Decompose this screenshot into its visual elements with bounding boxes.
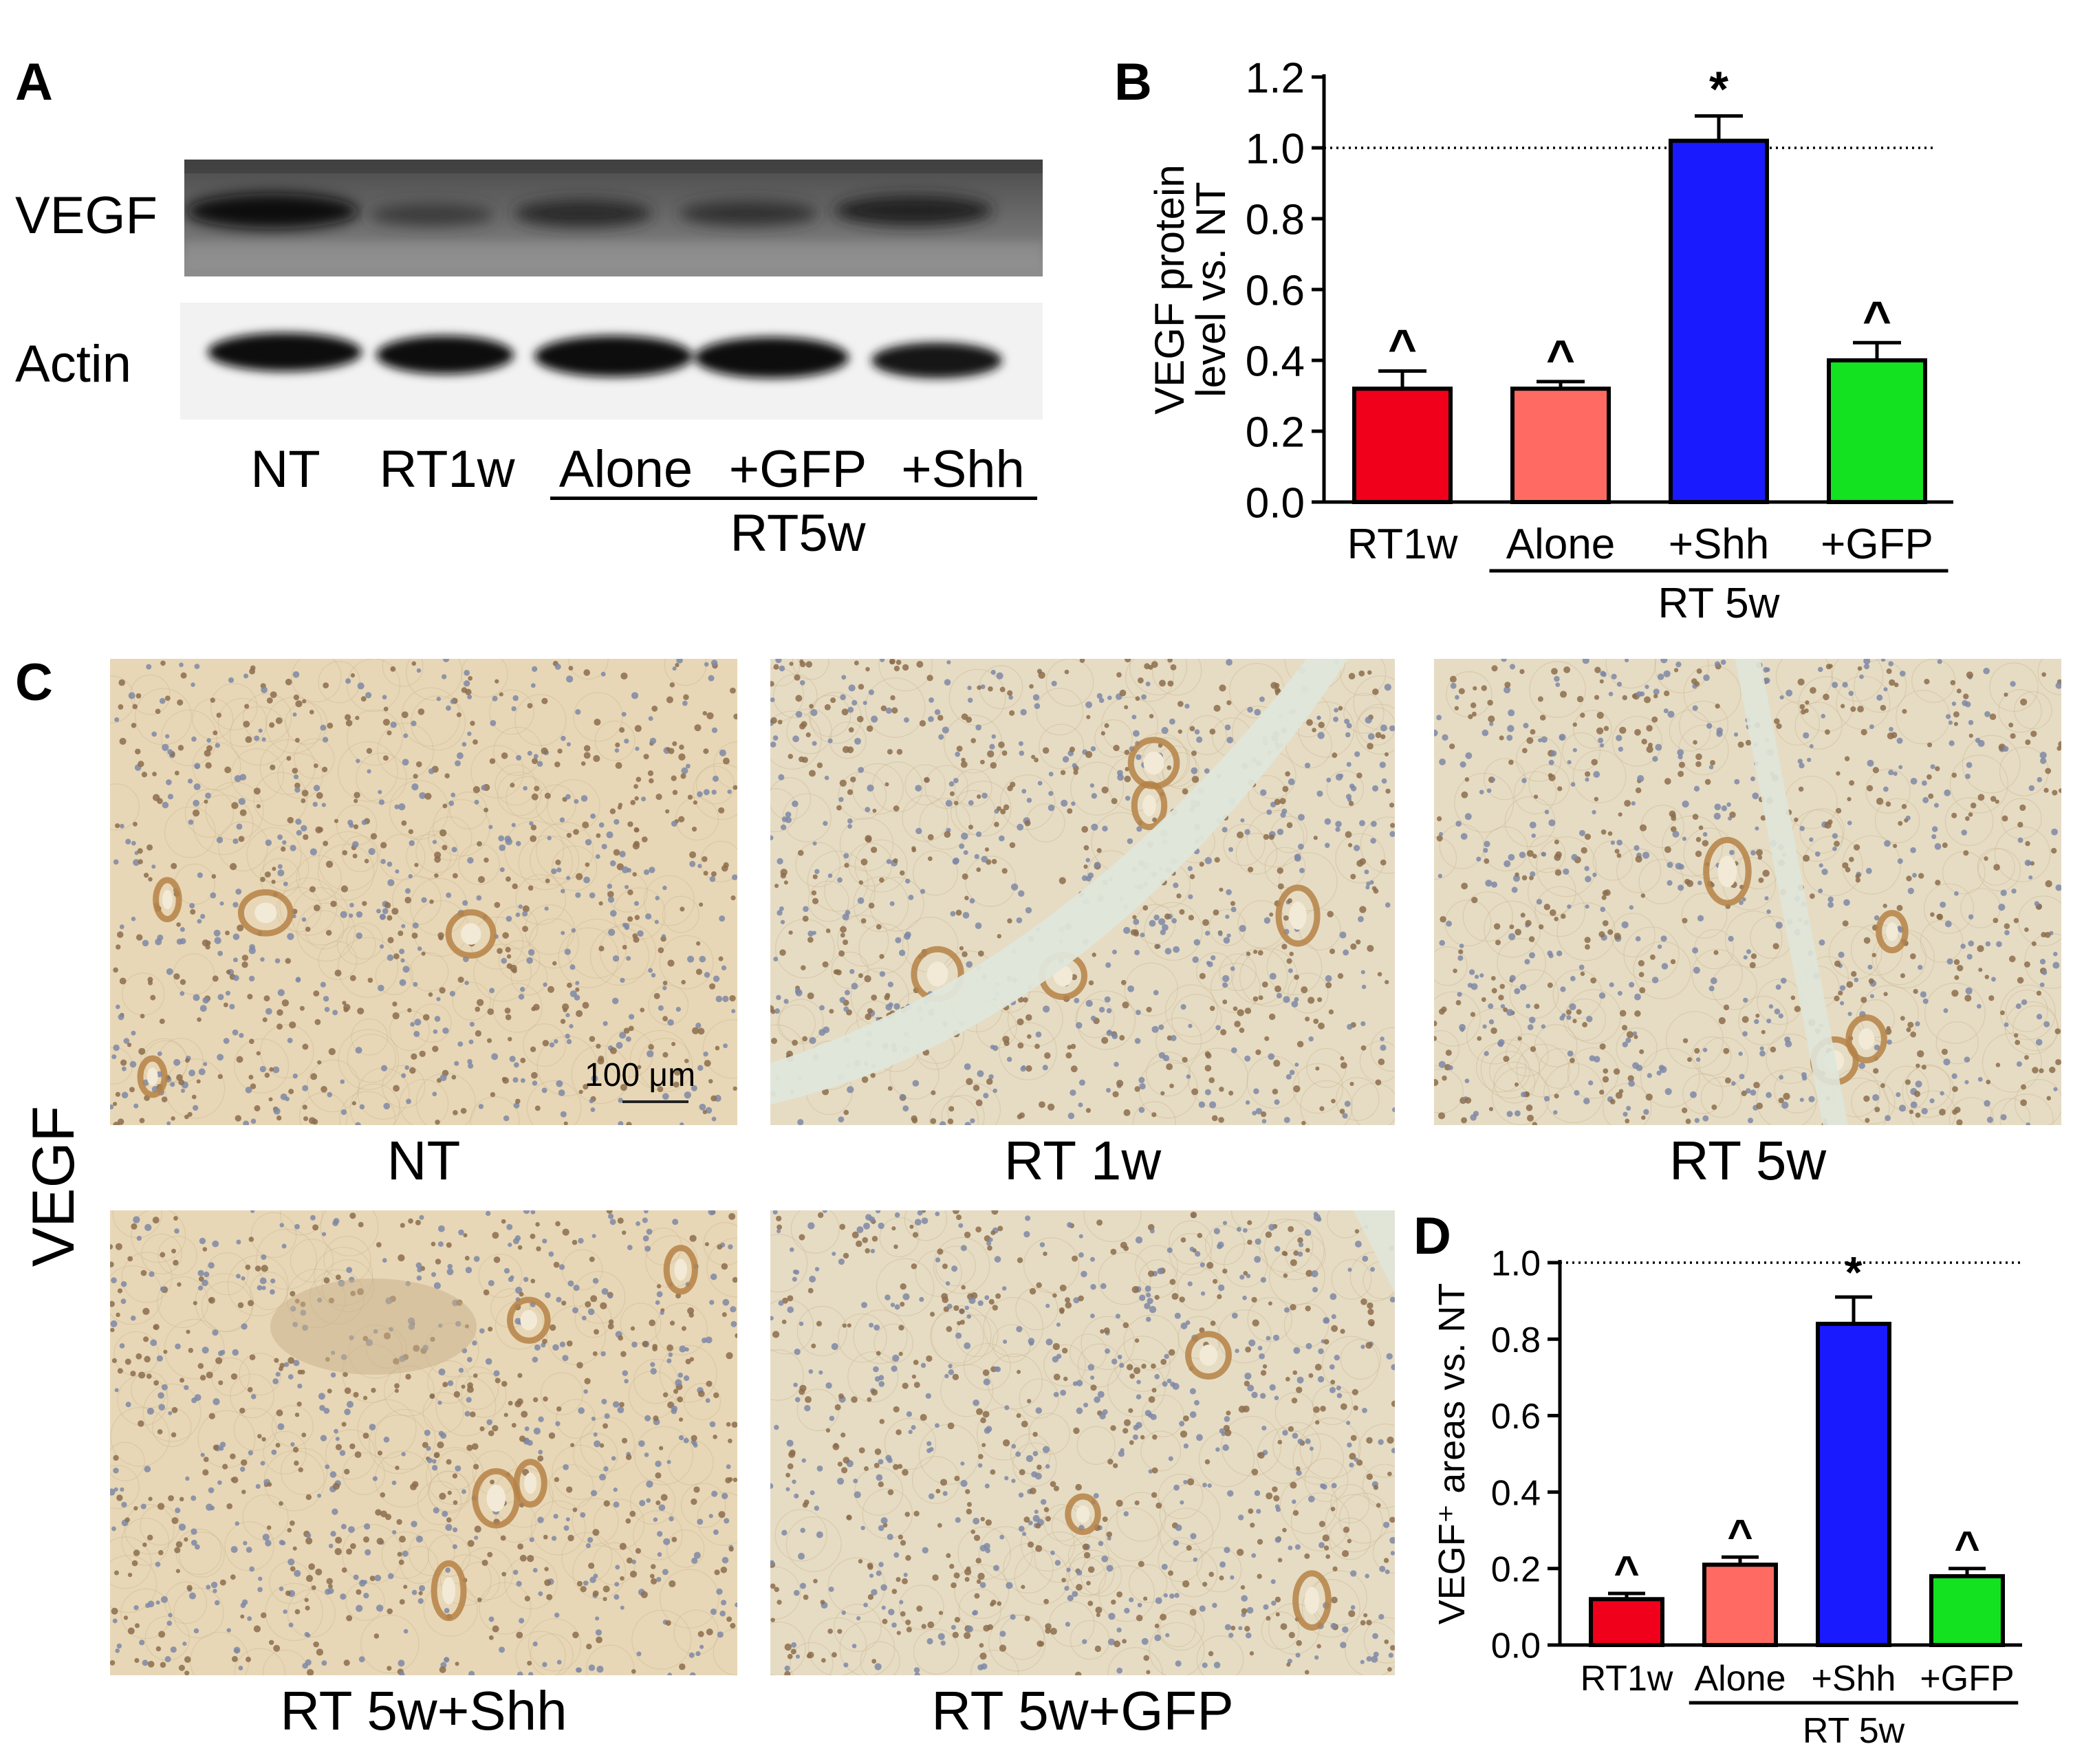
- svg-text:level vs. NT: level vs. NT: [1188, 182, 1234, 397]
- micrograph-rt5w-shh: [110, 1210, 737, 1675]
- vegf-band-gfp: [680, 201, 817, 226]
- chart-b-category-label-3: +GFP: [1821, 521, 1933, 568]
- actin-band-nt: [208, 333, 362, 371]
- svg-text:VEGF protein: VEGF protein: [1147, 164, 1193, 415]
- chart-d-ytick-label: 0.8: [1491, 1320, 1541, 1360]
- chart-d-bar-2: [1816, 1321, 1891, 1648]
- chart-d-ytick-label: 0.6: [1491, 1397, 1541, 1437]
- actin-band-shh: [871, 342, 1002, 378]
- chart-b-ytick-label: 1.2: [1246, 54, 1305, 102]
- caption-rt5w: RT 5w: [1669, 1130, 1827, 1191]
- chart-b-group-label: RT 5w: [1658, 580, 1780, 627]
- vegf-blot-strip: [184, 160, 1043, 276]
- lane-label-gfp: +GFP: [728, 440, 867, 499]
- chart-b-category-label-2: +Shh: [1669, 521, 1770, 568]
- chart-b-sig-marker-1: ^: [1546, 331, 1575, 386]
- panel-b-letter: B: [1114, 53, 1152, 111]
- lane-label-shh: +Shh: [901, 440, 1025, 499]
- chart-d-sig-marker-2: *: [1845, 1248, 1863, 1297]
- lane-label-rt1w: RT1w: [379, 440, 515, 499]
- chart-b-sig-marker-2: *: [1709, 63, 1728, 118]
- chart-b-category-label-1: Alone: [1506, 521, 1616, 568]
- chart-d-sig-marker-1: ^: [1727, 1510, 1752, 1560]
- chart-d-y-axis-label: VEGF⁺ areas vs. NT: [1431, 1283, 1473, 1625]
- actin-band-alone: [534, 336, 693, 377]
- panel-d-letter: D: [1413, 1207, 1451, 1265]
- chart-d-category-label-1: Alone: [1695, 1659, 1786, 1699]
- vegf-band-shh: [834, 195, 992, 226]
- chart-d-category-label-2: +Shh: [1812, 1659, 1896, 1699]
- chart-d: 0.0 0.2 0.4 0.6 0.8 1.0 ^ RT1w ^ Alone * +Shh ^ +GFP R…: [1403, 1197, 2063, 1761]
- caption-rt5w-gfp: RT 5w+GFP: [931, 1680, 1234, 1741]
- chart-b: 0.0 0.2 0.4 0.6 0.8 1.0 1.2 ^ RT1w ^ Alone * +Shh ^ +G…: [1100, 41, 1995, 633]
- vegf-band-alone: [514, 199, 652, 227]
- micrograph-rt1w: [770, 659, 1395, 1125]
- chart-d-ytick-label: 0.2: [1491, 1550, 1541, 1590]
- micrograph-row-label: VEGF: [21, 1105, 87, 1267]
- chart-d-category-label-3: +GFP: [1920, 1659, 2014, 1699]
- chart-d-ytick-label: 1.0: [1491, 1244, 1541, 1284]
- micrograph-nt: [110, 659, 737, 1125]
- vegf-band-rt1w: [370, 204, 494, 226]
- vegf-band-nt: [186, 193, 358, 229]
- chart-d-ytick-label: 0.4: [1491, 1473, 1541, 1513]
- chart-d-bar-0: [1589, 1597, 1664, 1648]
- actin-blot-strip: [180, 303, 1043, 420]
- chart-b-sig-marker-3: ^: [1863, 292, 1891, 347]
- blot-row-label-actin: Actin: [15, 335, 131, 393]
- chart-d-bar-1: [1702, 1562, 1778, 1647]
- blot-group-underline: [550, 497, 1037, 500]
- panel-a-letter: A: [15, 53, 53, 111]
- chart-d-ytick-label: 0.0: [1491, 1626, 1541, 1666]
- chart-b-category-label-0: RT1w: [1347, 521, 1458, 568]
- scale-bar-label: 100 μm: [585, 1057, 696, 1093]
- chart-b-bar-1: [1510, 386, 1611, 505]
- lane-label-nt: NT: [250, 440, 321, 499]
- chart-b-bar-2: [1669, 138, 1769, 504]
- micrograph-rt5w-gfp: [770, 1210, 1395, 1675]
- chart-b-ytick-label: 1.0: [1246, 125, 1305, 173]
- chart-b-bar-0: [1352, 386, 1453, 505]
- chart-d-sig-marker-0: ^: [1614, 1547, 1639, 1596]
- chart-d-sig-marker-3: ^: [1954, 1522, 1979, 1571]
- actin-band-gfp: [695, 337, 849, 378]
- chart-b-ytick-label: 0.6: [1246, 267, 1305, 314]
- chart-b-ytick-label: 0.4: [1246, 338, 1305, 385]
- chart-d-group-label: RT 5w: [1803, 1711, 1905, 1751]
- caption-nt: NT: [387, 1130, 461, 1191]
- caption-rt1w: RT 1w: [1003, 1130, 1162, 1191]
- chart-b-sig-marker-0: ^: [1388, 320, 1417, 375]
- chart-d-category-label-0: RT1w: [1581, 1659, 1673, 1699]
- blot-row-label-vegf: VEGF: [15, 186, 158, 245]
- blot-group-label: RT5w: [730, 504, 866, 563]
- chart-b-ytick-label: 0.0: [1246, 479, 1305, 527]
- panel-c-letter: C: [15, 653, 53, 712]
- scale-bar: [622, 1100, 688, 1103]
- chart-b-ytick-label: 0.2: [1246, 409, 1305, 456]
- micrograph-rt5w: [1434, 659, 2061, 1125]
- actin-band-rt1w: [376, 336, 514, 374]
- chart-b-bar-3: [1827, 358, 1927, 504]
- chart-b-ytick-label: 0.8: [1246, 196, 1305, 243]
- chart-d-bar-3: [1929, 1574, 2005, 1647]
- caption-rt5w-shh: RT 5w+Shh: [280, 1680, 567, 1741]
- lane-label-alone: Alone: [558, 440, 693, 499]
